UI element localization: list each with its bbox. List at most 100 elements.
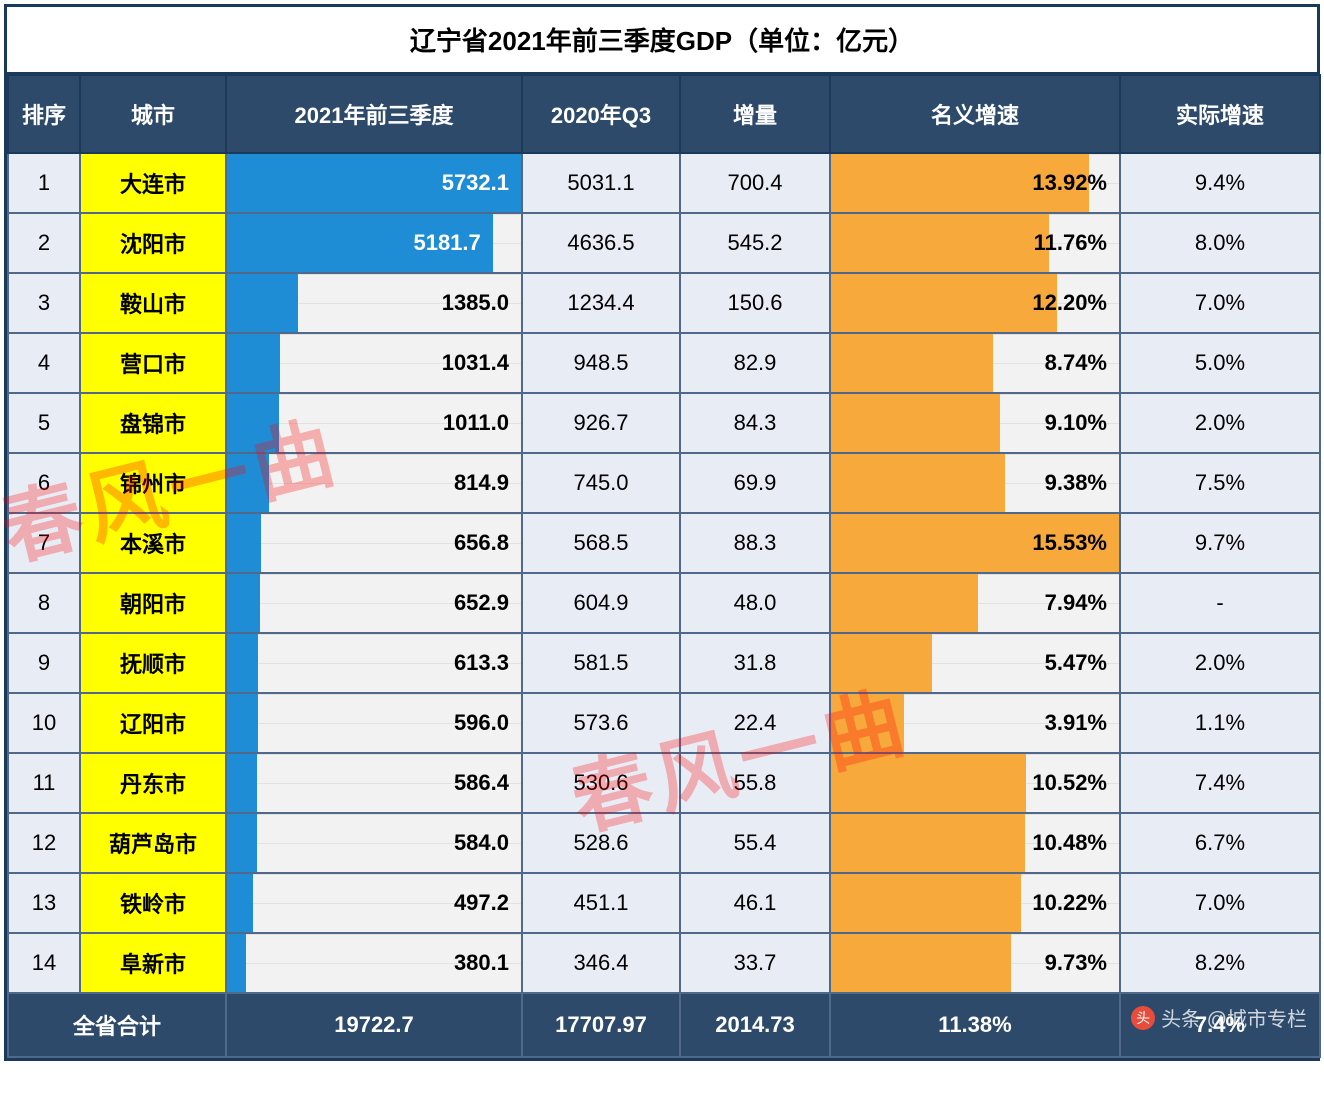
- total-real: 7.4%: [1120, 993, 1320, 1057]
- cell-gdp21-bar: 584.0: [226, 813, 522, 873]
- cell-increment: 69.9: [680, 453, 830, 513]
- cell-rank: 2: [8, 213, 80, 273]
- cell-gdp21-bar: 1031.4: [226, 333, 522, 393]
- col-header-real: 实际增速: [1120, 75, 1320, 153]
- cell-real-growth: 8.2%: [1120, 933, 1320, 993]
- cell-nominal-bar: 9.73%: [830, 933, 1120, 993]
- cell-real-growth: 5.0%: [1120, 333, 1320, 393]
- cell-nominal-bar: 11.76%: [830, 213, 1120, 273]
- table-row: 4营口市1031.4948.582.98.74%5.0%: [8, 333, 1320, 393]
- cell-city: 朝阳市: [80, 573, 226, 633]
- cell-nominal-bar: 5.47%: [830, 633, 1120, 693]
- table-row: 5盘锦市1011.0926.784.39.10%2.0%: [8, 393, 1320, 453]
- cell-rank: 11: [8, 753, 80, 813]
- cell-real-growth: 1.1%: [1120, 693, 1320, 753]
- cell-gdp20: 745.0: [522, 453, 680, 513]
- cell-gdp21-bar: 380.1: [226, 933, 522, 993]
- cell-real-growth: 8.0%: [1120, 213, 1320, 273]
- cell-increment: 84.3: [680, 393, 830, 453]
- col-header-gdp20: 2020年Q3: [522, 75, 680, 153]
- table-row: 9抚顺市613.3581.531.85.47%2.0%: [8, 633, 1320, 693]
- cell-city: 盘锦市: [80, 393, 226, 453]
- cell-nominal-bar: 15.53%: [830, 513, 1120, 573]
- total-inc: 2014.73: [680, 993, 830, 1057]
- cell-nominal-bar: 3.91%: [830, 693, 1120, 753]
- cell-city: 抚顺市: [80, 633, 226, 693]
- cell-rank: 6: [8, 453, 80, 513]
- cell-rank: 9: [8, 633, 80, 693]
- cell-city: 锦州市: [80, 453, 226, 513]
- table-row: 7本溪市656.8568.588.315.53%9.7%: [8, 513, 1320, 573]
- cell-nominal-bar: 9.38%: [830, 453, 1120, 513]
- table-row: 1大连市5732.15031.1700.413.92%9.4%: [8, 153, 1320, 213]
- cell-gdp21-bar: 596.0: [226, 693, 522, 753]
- cell-rank: 5: [8, 393, 80, 453]
- cell-city: 丹东市: [80, 753, 226, 813]
- cell-real-growth: 9.7%: [1120, 513, 1320, 573]
- total-gdp21: 19722.7: [226, 993, 522, 1057]
- cell-increment: 545.2: [680, 213, 830, 273]
- table-row: 8朝阳市652.9604.948.07.94%-: [8, 573, 1320, 633]
- cell-city: 铁岭市: [80, 873, 226, 933]
- cell-gdp21-bar: 5732.1: [226, 153, 522, 213]
- total-row: 全省合计 19722.7 17707.97 2014.73 11.38% 7.4…: [8, 993, 1320, 1057]
- cell-gdp20: 568.5: [522, 513, 680, 573]
- table-header-row: 排序 城市 2021年前三季度 2020年Q3 增量 名义增速 实际增速: [8, 75, 1320, 153]
- cell-gdp20: 604.9: [522, 573, 680, 633]
- cell-rank: 10: [8, 693, 80, 753]
- cell-city: 本溪市: [80, 513, 226, 573]
- cell-increment: 82.9: [680, 333, 830, 393]
- cell-gdp20: 573.6: [522, 693, 680, 753]
- cell-increment: 150.6: [680, 273, 830, 333]
- cell-increment: 33.7: [680, 933, 830, 993]
- cell-gdp20: 4636.5: [522, 213, 680, 273]
- cell-gdp21-bar: 814.9: [226, 453, 522, 513]
- cell-city: 大连市: [80, 153, 226, 213]
- cell-city: 阜新市: [80, 933, 226, 993]
- table-row: 11丹东市586.4530.655.810.52%7.4%: [8, 753, 1320, 813]
- cell-increment: 46.1: [680, 873, 830, 933]
- cell-gdp21-bar: 613.3: [226, 633, 522, 693]
- cell-rank: 12: [8, 813, 80, 873]
- cell-city: 鞍山市: [80, 273, 226, 333]
- cell-nominal-bar: 10.48%: [830, 813, 1120, 873]
- cell-gdp21-bar: 586.4: [226, 753, 522, 813]
- cell-gdp20: 451.1: [522, 873, 680, 933]
- cell-city: 辽阳市: [80, 693, 226, 753]
- cell-rank: 13: [8, 873, 80, 933]
- cell-nominal-bar: 8.74%: [830, 333, 1120, 393]
- cell-real-growth: 7.0%: [1120, 273, 1320, 333]
- cell-gdp21-bar: 5181.7: [226, 213, 522, 273]
- cell-gdp21-bar: 652.9: [226, 573, 522, 633]
- cell-gdp20: 528.6: [522, 813, 680, 873]
- cell-nominal-bar: 9.10%: [830, 393, 1120, 453]
- cell-gdp21-bar: 1011.0: [226, 393, 522, 453]
- cell-nominal-bar: 7.94%: [830, 573, 1120, 633]
- cell-gdp20: 948.5: [522, 333, 680, 393]
- cell-increment: 31.8: [680, 633, 830, 693]
- table-row: 3鞍山市1385.01234.4150.612.20%7.0%: [8, 273, 1320, 333]
- cell-gdp20: 346.4: [522, 933, 680, 993]
- total-nom: 11.38%: [830, 993, 1120, 1057]
- cell-gdp20: 530.6: [522, 753, 680, 813]
- cell-gdp20: 581.5: [522, 633, 680, 693]
- cell-nominal-bar: 10.22%: [830, 873, 1120, 933]
- cell-rank: 8: [8, 573, 80, 633]
- table-row: 14阜新市380.1346.433.79.73%8.2%: [8, 933, 1320, 993]
- cell-nominal-bar: 12.20%: [830, 273, 1120, 333]
- cell-gdp21-bar: 1385.0: [226, 273, 522, 333]
- gdp-table: 排序 城市 2021年前三季度 2020年Q3 增量 名义增速 实际增速 1大连…: [7, 74, 1321, 1058]
- table-row: 2沈阳市5181.74636.5545.211.76%8.0%: [8, 213, 1320, 273]
- cell-real-growth: 6.7%: [1120, 813, 1320, 873]
- table-row: 13铁岭市497.2451.146.110.22%7.0%: [8, 873, 1320, 933]
- col-header-rank: 排序: [8, 75, 80, 153]
- col-header-gdp21: 2021年前三季度: [226, 75, 522, 153]
- cell-city: 葫芦岛市: [80, 813, 226, 873]
- cell-rank: 14: [8, 933, 80, 993]
- cell-rank: 3: [8, 273, 80, 333]
- cell-gdp20: 1234.4: [522, 273, 680, 333]
- cell-city: 营口市: [80, 333, 226, 393]
- total-gdp20: 17707.97: [522, 993, 680, 1057]
- cell-real-growth: 7.4%: [1120, 753, 1320, 813]
- col-header-nom: 名义增速: [830, 75, 1120, 153]
